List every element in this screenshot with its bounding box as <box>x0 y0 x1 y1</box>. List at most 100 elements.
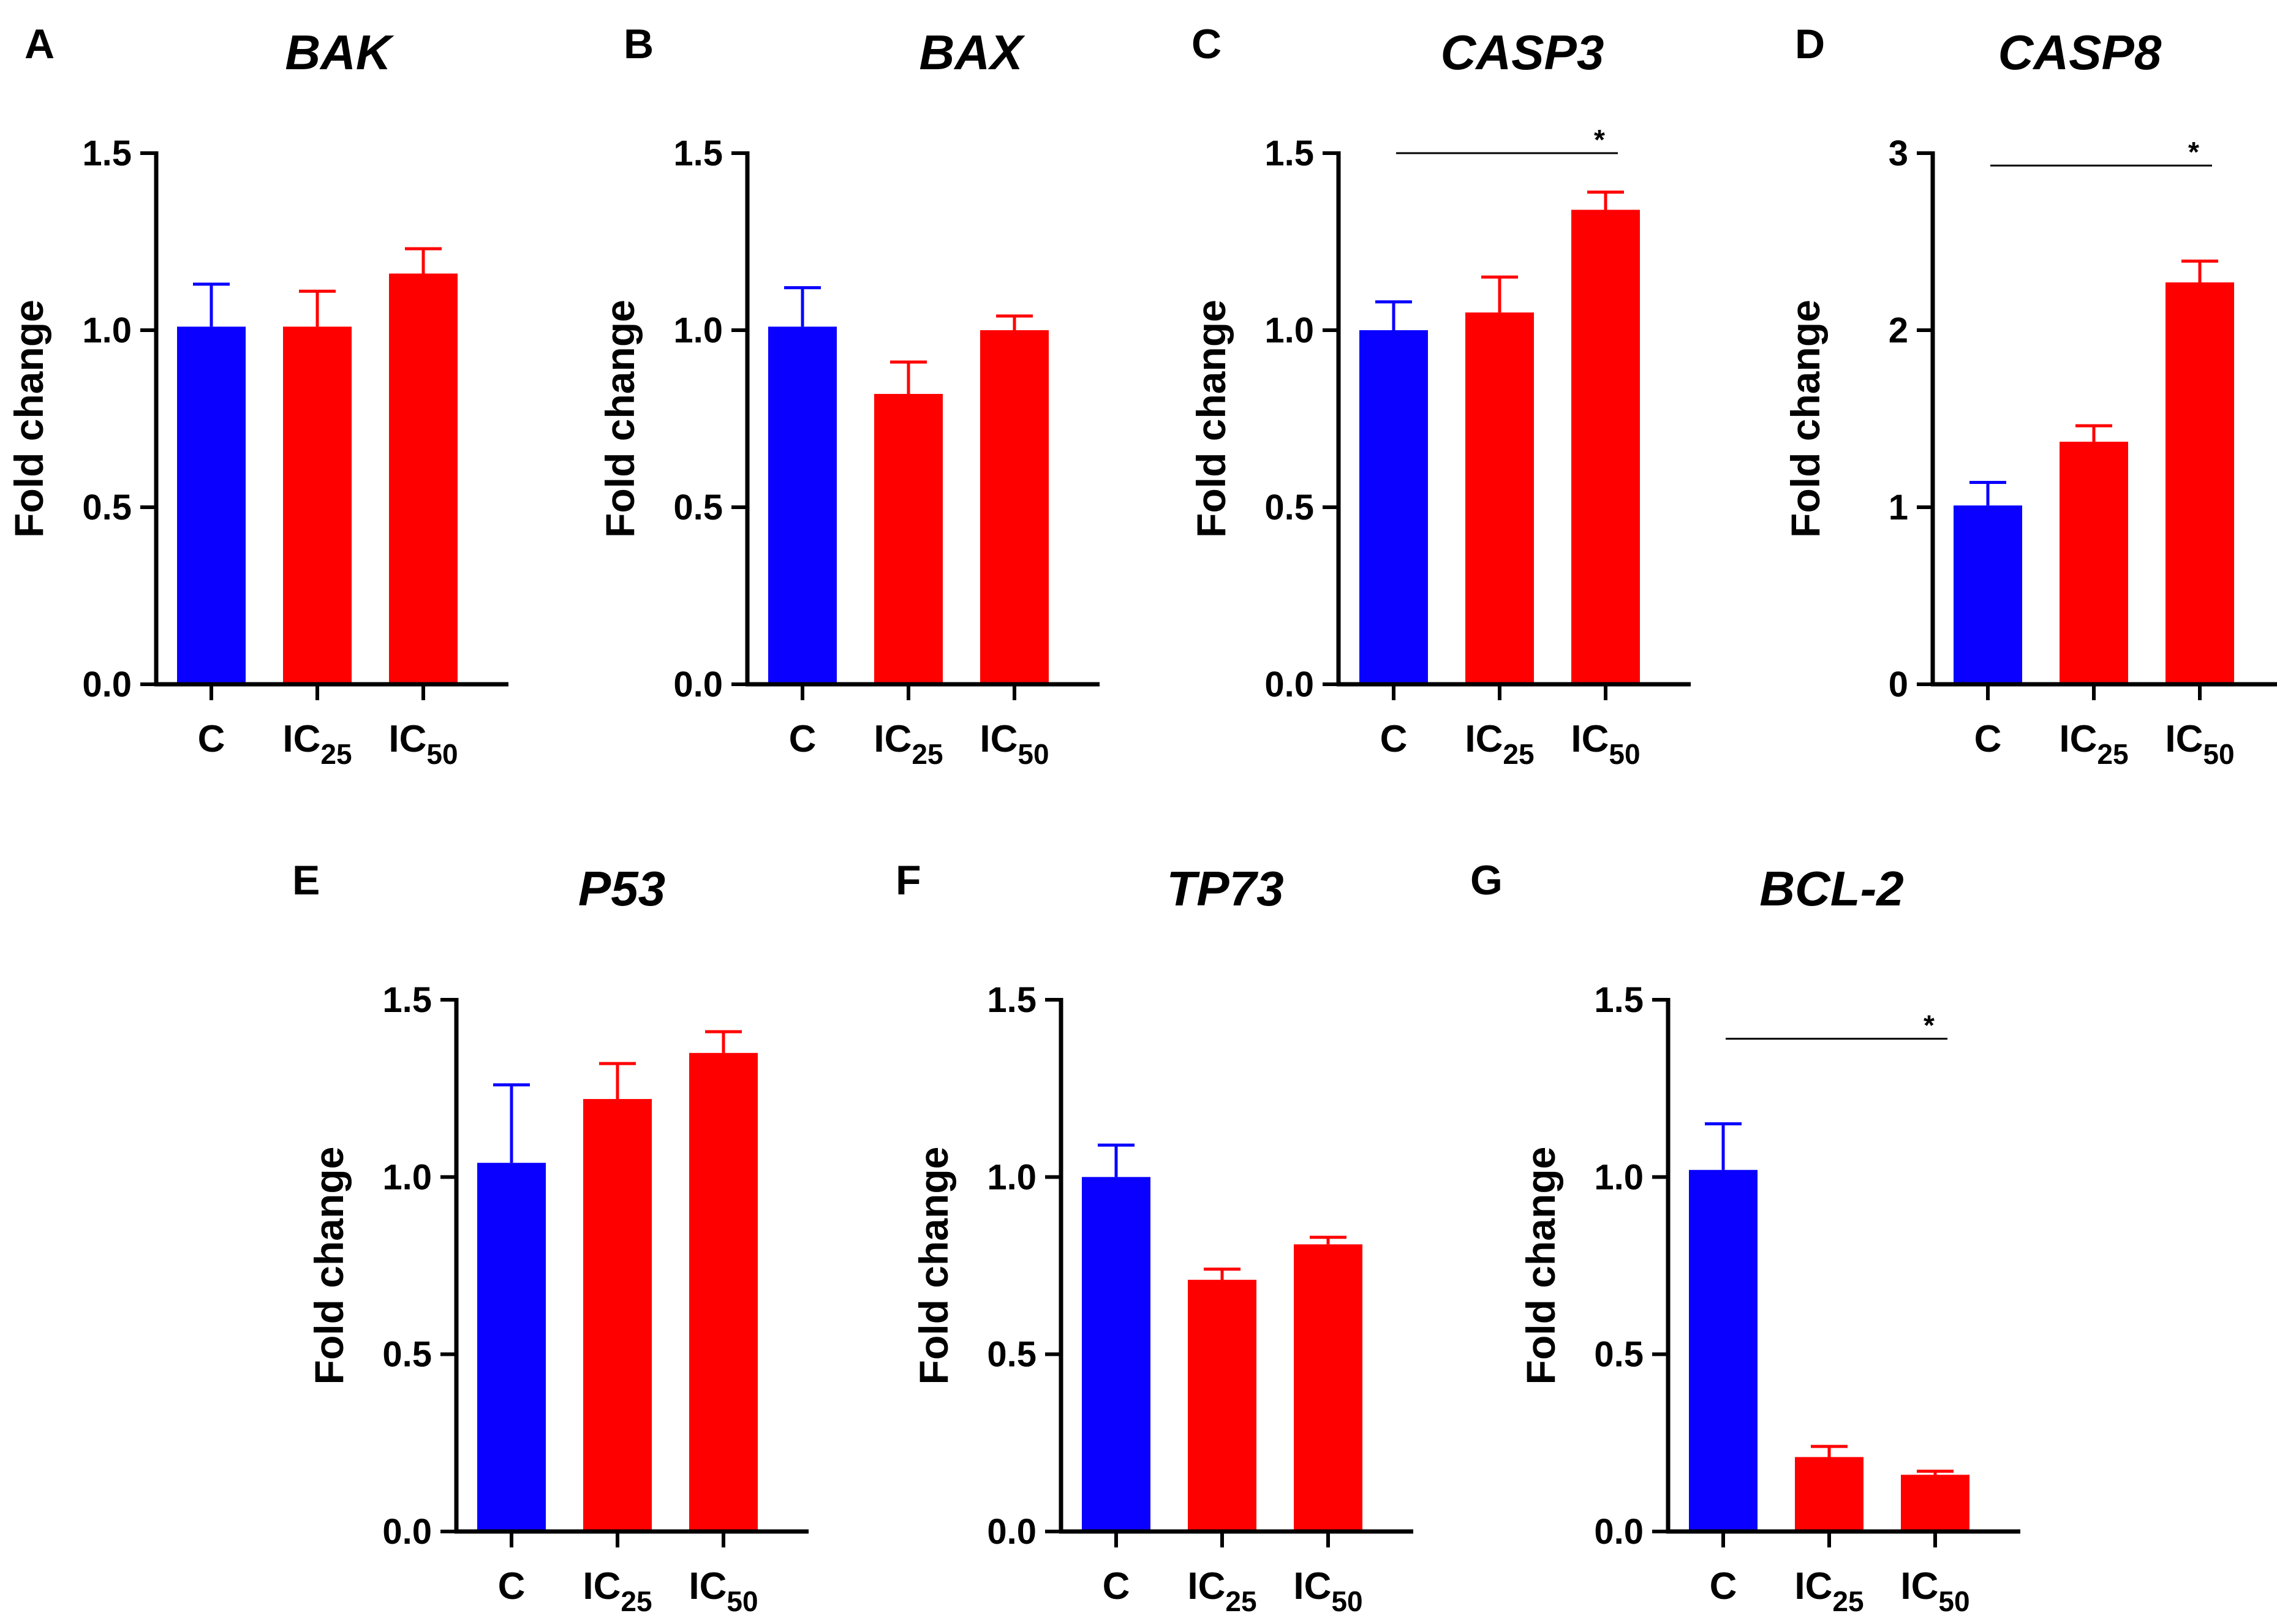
chart-title: BCL-2 <box>1759 861 1904 916</box>
x-tick-label: IC25 <box>1187 1565 1256 1617</box>
x-tick-label: IC50 <box>388 718 458 770</box>
bar-bak-2 <box>389 273 458 684</box>
y-axis-label: Fold change <box>1188 300 1234 538</box>
y-tick-label: 0.0 <box>382 1512 432 1552</box>
x-tick-label: C <box>789 718 817 760</box>
x-tick-label: IC50 <box>689 1565 758 1617</box>
significance-star: * <box>2188 136 2199 168</box>
bar-casp3-2 <box>1571 210 1640 685</box>
y-tick-label: 1.5 <box>987 980 1037 1020</box>
x-tick-label: IC50 <box>2165 718 2234 770</box>
x-tick-label: IC25 <box>1794 1565 1864 1617</box>
y-tick-label: 0 <box>1889 665 1908 704</box>
bar-casp3-1 <box>1465 312 1534 685</box>
y-axis-label: Fold change <box>1518 1147 1563 1385</box>
y-tick-label: 2 <box>1889 311 1908 350</box>
x-tick-label: IC25 <box>2059 718 2128 770</box>
chart-panel-g: G BCL-2 Fold change 0.0 0.5 1.0 1.5 C IC25 IC50 * <box>1470 857 2020 1617</box>
x-tick-label: IC50 <box>1900 1565 1969 1617</box>
bar-tp73-2 <box>1294 1244 1362 1531</box>
panel-letter: E <box>292 857 320 904</box>
bar-casp3-0 <box>1359 330 1428 684</box>
y-tick-label: 0.0 <box>1594 1512 1644 1552</box>
chart-title: CASP3 <box>1441 25 1604 80</box>
y-tick-label: 1.0 <box>82 311 132 350</box>
y-tick-label: 1.5 <box>1264 134 1314 173</box>
x-tick-label: IC50 <box>980 718 1049 770</box>
y-tick-label: 0.5 <box>673 488 723 527</box>
significance-star: * <box>1594 124 1605 156</box>
bar-p53-1 <box>583 1099 652 1531</box>
panel-letter: B <box>624 21 654 67</box>
bar-bak-1 <box>283 327 352 684</box>
x-tick-label: IC25 <box>874 718 943 770</box>
chart-title: TP73 <box>1166 861 1283 916</box>
y-tick-label: 0.5 <box>382 1335 432 1375</box>
y-tick-label: 1.5 <box>673 134 723 173</box>
y-tick-label: 0.0 <box>82 665 132 704</box>
bar-casp8-0 <box>1954 505 2022 684</box>
y-tick-label: 1.0 <box>1264 311 1314 350</box>
y-tick-label: 0.5 <box>82 488 132 527</box>
x-tick-label: IC25 <box>1465 718 1534 770</box>
y-tick-label: 0.0 <box>1264 665 1314 704</box>
x-tick-label: IC50 <box>1293 1565 1362 1617</box>
y-axis-label: Fold change <box>597 300 643 538</box>
bar-bax-0 <box>768 327 837 684</box>
y-tick-label: 3 <box>1889 134 1908 173</box>
x-tick-label: IC25 <box>583 1565 652 1617</box>
bar-p53-2 <box>689 1052 758 1531</box>
y-tick-label: 1.5 <box>1594 980 1644 1020</box>
panel-letter: D <box>1795 21 1825 67</box>
panel-letter: F <box>896 857 921 904</box>
y-axis-label: Fold change <box>6 300 51 538</box>
y-tick-label: 1.0 <box>673 311 723 350</box>
chart-panel-c: C CASP3 Fold change 0.0 0.5 1.0 1.5 C IC25 IC50 * <box>1188 21 1691 770</box>
chart-title: CASP8 <box>1998 25 2162 80</box>
x-tick-label: IC50 <box>1571 718 1640 770</box>
bar-bax-1 <box>874 394 943 684</box>
y-tick-label: 1.0 <box>1594 1157 1644 1197</box>
significance-star: * <box>1924 1010 1935 1041</box>
panel-letter: C <box>1191 21 1222 67</box>
y-axis-label: Fold change <box>306 1147 352 1385</box>
x-tick-label: C <box>1380 718 1408 760</box>
bar-bax-2 <box>980 330 1049 684</box>
chart-panel-a: A BAK Fold change 0.0 0.5 1.0 1.5 C IC25 IC50 <box>6 21 508 770</box>
y-tick-label: 1.0 <box>382 1157 432 1197</box>
y-tick-label: 1 <box>1889 488 1908 527</box>
chart-panel-b: B BAX Fold change 0.0 0.5 1.0 1.5 C IC25 IC50 <box>597 21 1100 770</box>
bar-bcl-2-0 <box>1689 1169 1758 1531</box>
chart-title: BAX <box>919 25 1026 80</box>
bar-casp8-1 <box>2060 442 2128 684</box>
bar-bcl-2-1 <box>1795 1457 1864 1531</box>
y-axis-label: Fold change <box>911 1147 956 1385</box>
panel-letter: G <box>1470 857 1503 904</box>
bar-casp8-2 <box>2166 282 2234 685</box>
x-tick-label: C <box>1710 1565 1737 1607</box>
x-tick-label: C <box>498 1565 526 1607</box>
bar-bcl-2-2 <box>1901 1475 1969 1531</box>
chart-title: P53 <box>578 861 665 916</box>
chart-title: BAK <box>285 25 395 80</box>
y-tick-label: 1.5 <box>82 134 132 173</box>
bar-tp73-1 <box>1188 1280 1256 1531</box>
x-tick-label: IC25 <box>282 718 352 770</box>
bar-p53-0 <box>477 1163 546 1531</box>
x-tick-label: C <box>1103 1565 1130 1607</box>
chart-panel-e: E P53 Fold change 0.0 0.5 1.0 1.5 C IC25 IC50 <box>292 857 809 1617</box>
bar-bak-0 <box>177 327 246 684</box>
y-tick-label: 0.5 <box>987 1335 1037 1375</box>
y-tick-label: 1.5 <box>382 980 432 1020</box>
chart-panel-d: D CASP8 Fold change 0 1 2 3 C IC25 IC50 * <box>1783 21 2277 770</box>
y-tick-label: 0.5 <box>1594 1335 1644 1375</box>
y-tick-label: 0.0 <box>987 1512 1037 1552</box>
bar-tp73-0 <box>1082 1177 1150 1531</box>
y-tick-label: 0.5 <box>1264 488 1314 527</box>
chart-panel-f: F TP73 Fold change 0.0 0.5 1.0 1.5 C IC25 IC50 <box>896 857 1413 1617</box>
x-tick-label: C <box>1974 718 2002 760</box>
y-tick-label: 0.0 <box>673 665 723 704</box>
y-tick-label: 1.0 <box>987 1157 1037 1197</box>
x-tick-label: C <box>198 718 225 760</box>
